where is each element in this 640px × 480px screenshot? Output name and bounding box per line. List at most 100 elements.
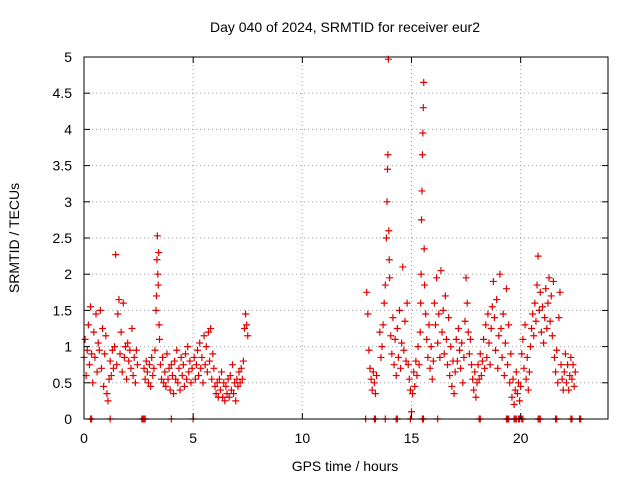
data-point bbox=[167, 361, 175, 369]
data-point bbox=[477, 372, 485, 380]
data-point bbox=[163, 350, 171, 358]
data-point bbox=[103, 390, 111, 398]
data-point bbox=[473, 379, 481, 387]
data-point bbox=[540, 339, 548, 347]
data-point bbox=[172, 375, 180, 383]
data-point bbox=[131, 379, 139, 387]
data-point bbox=[508, 393, 516, 401]
data-point bbox=[495, 332, 503, 340]
data-point bbox=[210, 364, 218, 372]
data-point bbox=[544, 299, 552, 307]
data-point bbox=[439, 306, 447, 314]
y-tick-label: 3 bbox=[64, 194, 72, 210]
data-point bbox=[512, 368, 520, 376]
data-point bbox=[232, 397, 240, 405]
data-point bbox=[462, 274, 470, 282]
data-point bbox=[385, 227, 393, 235]
data-point bbox=[200, 332, 208, 340]
data-point bbox=[84, 321, 92, 329]
data-point bbox=[506, 379, 514, 387]
data-point bbox=[465, 350, 473, 358]
data-point bbox=[504, 361, 512, 369]
data-point bbox=[198, 353, 206, 361]
data-point bbox=[243, 321, 251, 329]
data-point bbox=[176, 386, 184, 394]
data-point bbox=[368, 386, 376, 394]
data-point bbox=[115, 296, 123, 304]
data-point bbox=[209, 350, 217, 358]
data-point bbox=[533, 281, 541, 289]
data-point bbox=[488, 303, 496, 311]
data-point bbox=[454, 325, 462, 332]
data-point bbox=[156, 335, 164, 343]
data-point bbox=[142, 357, 150, 365]
data-point bbox=[486, 361, 494, 369]
data-point bbox=[113, 361, 121, 369]
data-point bbox=[421, 281, 429, 289]
data-point bbox=[460, 353, 468, 361]
data-point bbox=[546, 317, 554, 325]
data-point bbox=[410, 368, 418, 376]
data-point bbox=[415, 361, 423, 369]
data-point bbox=[108, 346, 116, 354]
data-point bbox=[545, 274, 553, 282]
data-point bbox=[239, 357, 247, 365]
data-point bbox=[120, 353, 128, 361]
data-point bbox=[81, 335, 89, 343]
data-point bbox=[500, 372, 508, 380]
data-point bbox=[456, 346, 464, 354]
data-point bbox=[215, 375, 223, 383]
data-point bbox=[116, 350, 124, 358]
data-point bbox=[445, 314, 453, 322]
data-point bbox=[537, 328, 545, 336]
data-point bbox=[104, 397, 112, 405]
data-point bbox=[373, 372, 381, 380]
data-point bbox=[160, 379, 168, 387]
data-point bbox=[234, 382, 242, 390]
data-point bbox=[466, 335, 474, 343]
data-point bbox=[510, 401, 518, 409]
data-point bbox=[154, 281, 162, 289]
data-point bbox=[203, 368, 211, 376]
data-point bbox=[162, 382, 170, 390]
data-point bbox=[481, 364, 489, 372]
data-point bbox=[452, 335, 460, 343]
data-point bbox=[521, 321, 529, 329]
data-point bbox=[437, 267, 445, 275]
y-tick-label: 2 bbox=[64, 266, 72, 282]
data-point bbox=[179, 361, 187, 369]
data-point bbox=[91, 353, 99, 361]
data-point bbox=[557, 361, 565, 369]
data-point bbox=[387, 332, 395, 340]
data-point bbox=[542, 285, 550, 293]
data-point bbox=[378, 343, 386, 351]
data-point bbox=[201, 361, 209, 369]
data-point bbox=[543, 325, 551, 332]
data-point bbox=[244, 332, 252, 340]
data-point bbox=[520, 364, 528, 372]
data-point bbox=[124, 339, 132, 347]
data-point bbox=[524, 386, 532, 394]
data-point bbox=[442, 335, 450, 343]
data-point bbox=[208, 375, 216, 383]
data-point bbox=[518, 350, 526, 358]
data-point bbox=[365, 346, 373, 354]
data-point bbox=[418, 187, 426, 195]
data-point bbox=[523, 353, 531, 361]
data-point bbox=[420, 245, 428, 253]
data-point bbox=[127, 364, 135, 372]
data-point bbox=[393, 325, 401, 332]
tick-labels: 0 5 10 15 20 0 0.5 1 1.5 2 2.5 3 3.5 4 4.5 5 bbox=[53, 49, 529, 446]
data-point bbox=[541, 314, 549, 322]
data-point bbox=[412, 357, 420, 365]
data-point bbox=[377, 353, 385, 361]
data-point bbox=[218, 368, 226, 376]
y-axis-label: SRMTID / TECUs bbox=[6, 183, 22, 293]
data-point bbox=[168, 372, 176, 380]
data-point bbox=[494, 364, 502, 372]
data-point bbox=[428, 375, 436, 383]
data-point bbox=[149, 372, 157, 380]
data-point bbox=[202, 343, 210, 351]
data-point bbox=[560, 368, 568, 376]
data-point bbox=[235, 368, 243, 376]
